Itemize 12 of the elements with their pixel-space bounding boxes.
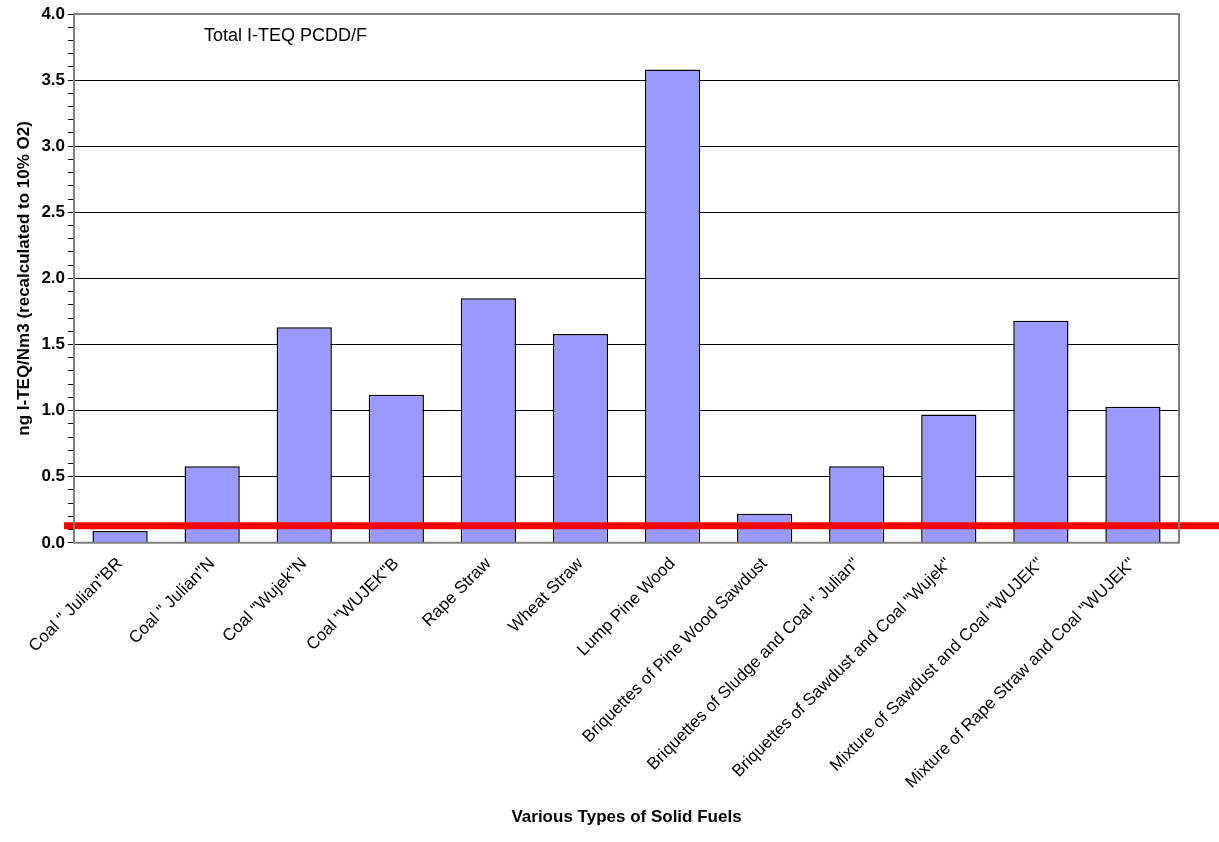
y-tick-label: 2.5 [41,202,66,222]
text: Total I-TEQ PCDD/F [204,24,368,45]
y-tick-label: 3.5 [41,69,66,89]
y-tick-label: 3.0 [41,135,66,155]
y-tick-label: 2.0 [41,268,66,288]
x-axis-title: Various Types of Solid Fuels [511,807,742,827]
y-tick-label: 0.0 [41,532,66,552]
y-axis-title: ng I-TEQ/Nm3 (recalculated to 10% O2) [13,121,33,436]
y-tick-label: 4.0 [41,3,66,23]
y-tick-label: 0.5 [41,466,66,486]
y-tick-label: 1.0 [41,400,66,420]
y-tick-label: 1.5 [41,334,66,354]
